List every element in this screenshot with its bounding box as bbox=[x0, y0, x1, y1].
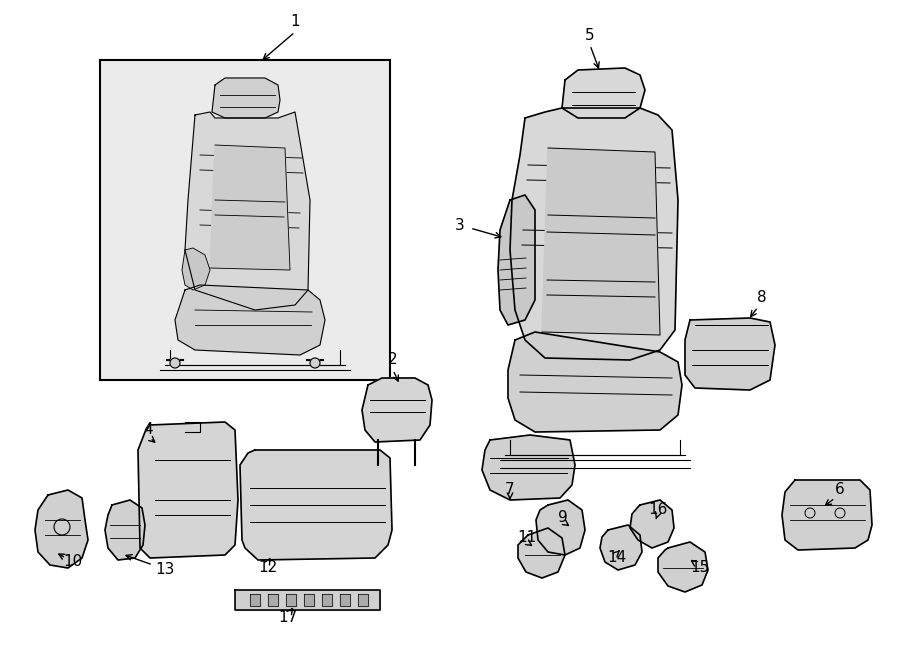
Text: 13: 13 bbox=[156, 563, 175, 578]
Polygon shape bbox=[498, 195, 535, 325]
Polygon shape bbox=[630, 500, 674, 548]
Polygon shape bbox=[322, 594, 332, 606]
Text: 2: 2 bbox=[388, 352, 398, 368]
Polygon shape bbox=[482, 435, 575, 500]
Circle shape bbox=[170, 358, 180, 368]
Polygon shape bbox=[658, 542, 708, 592]
Polygon shape bbox=[562, 68, 645, 118]
Polygon shape bbox=[358, 594, 368, 606]
Polygon shape bbox=[212, 78, 280, 118]
Circle shape bbox=[310, 358, 320, 368]
Polygon shape bbox=[518, 528, 565, 578]
Polygon shape bbox=[782, 480, 872, 550]
Polygon shape bbox=[508, 332, 682, 432]
Polygon shape bbox=[362, 378, 432, 442]
Polygon shape bbox=[175, 285, 325, 355]
Text: 14: 14 bbox=[608, 551, 626, 566]
Polygon shape bbox=[138, 422, 238, 558]
Polygon shape bbox=[304, 594, 314, 606]
Polygon shape bbox=[105, 500, 145, 560]
Polygon shape bbox=[340, 594, 350, 606]
Text: 1: 1 bbox=[290, 15, 300, 30]
Text: 3: 3 bbox=[455, 217, 465, 233]
Polygon shape bbox=[240, 450, 392, 560]
Text: 10: 10 bbox=[63, 555, 83, 570]
Text: 15: 15 bbox=[690, 561, 709, 576]
Text: 17: 17 bbox=[278, 611, 298, 625]
Text: 11: 11 bbox=[518, 531, 536, 545]
Polygon shape bbox=[510, 108, 678, 360]
Polygon shape bbox=[536, 500, 585, 555]
Text: 8: 8 bbox=[757, 290, 767, 305]
Polygon shape bbox=[185, 112, 310, 310]
Polygon shape bbox=[182, 248, 210, 290]
Polygon shape bbox=[600, 525, 642, 570]
Polygon shape bbox=[235, 590, 380, 610]
Polygon shape bbox=[268, 594, 278, 606]
Text: 9: 9 bbox=[558, 510, 568, 525]
Polygon shape bbox=[286, 594, 296, 606]
Text: 6: 6 bbox=[835, 483, 845, 498]
Polygon shape bbox=[250, 594, 260, 606]
Polygon shape bbox=[685, 318, 775, 390]
Text: 12: 12 bbox=[258, 561, 277, 576]
Polygon shape bbox=[542, 148, 660, 335]
Polygon shape bbox=[210, 145, 290, 270]
Polygon shape bbox=[35, 490, 88, 568]
Text: 5: 5 bbox=[585, 28, 595, 42]
Text: 4: 4 bbox=[143, 422, 153, 438]
Text: 7: 7 bbox=[505, 483, 515, 498]
Text: 16: 16 bbox=[648, 502, 668, 518]
Bar bbox=[100, 60, 390, 380]
